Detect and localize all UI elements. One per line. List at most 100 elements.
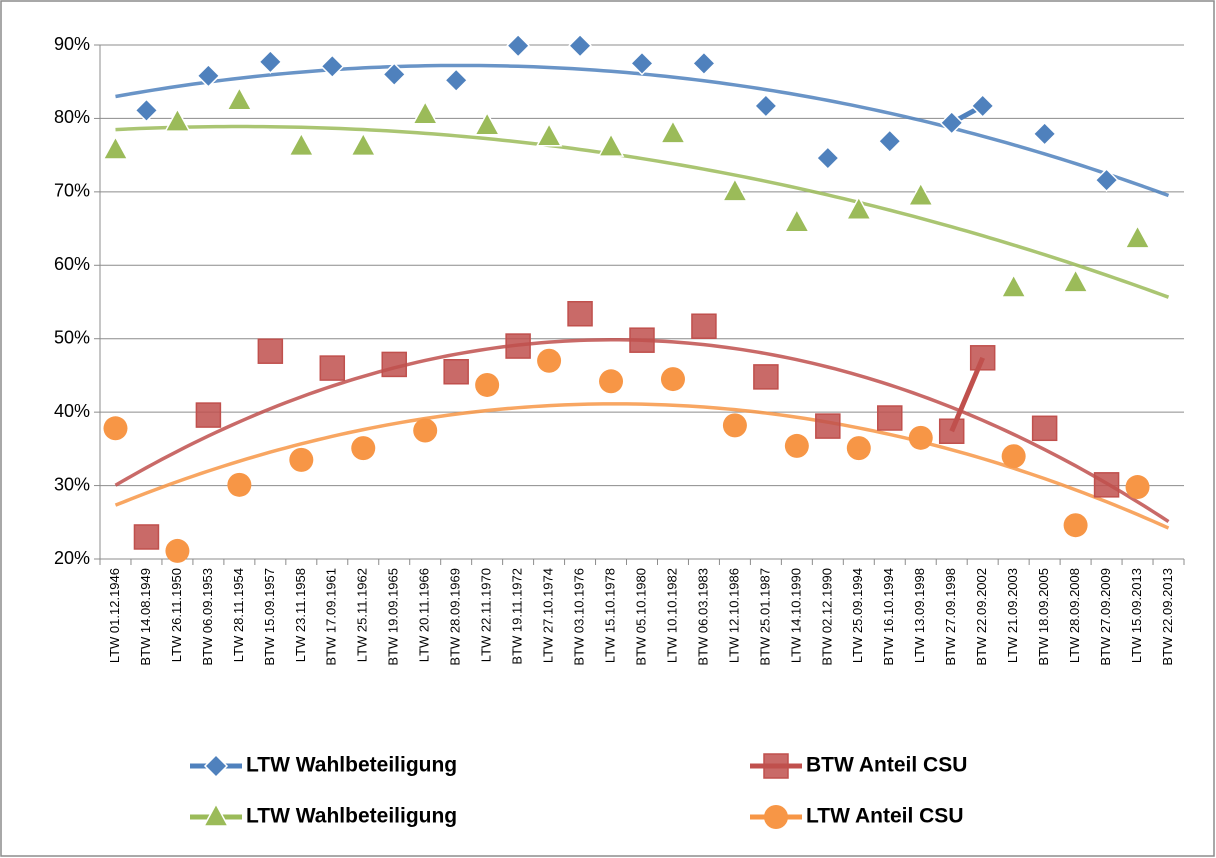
marker	[764, 805, 788, 829]
x-tick-label: BTW 02.12.1990	[819, 568, 834, 666]
marker	[783, 208, 811, 233]
x-tick-label: BTW 22.09.2013	[1160, 568, 1175, 666]
marker	[877, 129, 902, 154]
y-tick-label: 80%	[54, 107, 90, 127]
legend-label: LTW Wahlbeteiligung	[246, 754, 457, 777]
x-tick-label: BTW 14.08.1949	[138, 568, 153, 666]
marker	[845, 195, 873, 220]
legend-entry: LTW Wahlbeteiligung	[190, 802, 457, 828]
marker	[196, 63, 221, 88]
marker	[133, 524, 160, 550]
x-tick-label: BTW 19.09.1965	[386, 568, 401, 666]
marker	[443, 359, 469, 385]
marker	[1031, 415, 1058, 442]
x-tick-label: LTW 12.10.1986	[726, 568, 741, 663]
trendline	[115, 124, 1170, 299]
marker	[1062, 268, 1089, 293]
marker	[1001, 444, 1026, 469]
marker	[227, 472, 252, 497]
marker	[164, 107, 191, 132]
x-tick-label: BTW 06.03.1983	[695, 568, 710, 666]
marker	[195, 402, 222, 428]
x-tick-label: LTW 26.11.1950	[169, 568, 184, 662]
x-tick-label: LTW 28.11.1954	[231, 568, 246, 662]
marker	[1125, 475, 1150, 500]
marker	[475, 372, 500, 397]
marker	[1124, 224, 1151, 249]
x-tick-label: LTW 14.10.1990	[788, 568, 803, 663]
marker	[691, 51, 717, 76]
x-tick-label: BTW 03.10.1976	[571, 568, 586, 666]
marker	[257, 338, 284, 364]
marker	[721, 177, 749, 202]
marker	[351, 436, 376, 461]
y-tick-label: 40%	[54, 401, 90, 421]
x-tick-label: BTW 15.09.1957	[262, 568, 277, 666]
y-tick-label: 90%	[54, 34, 90, 54]
marker	[969, 345, 996, 371]
marker	[289, 447, 314, 472]
x-tick-label: BTW 22.09.2002	[974, 568, 989, 666]
marker	[319, 355, 346, 381]
series	[103, 348, 1150, 563]
marker	[165, 538, 190, 563]
x-tick-label: BTW 05.10.1980	[633, 568, 648, 666]
marker	[535, 122, 563, 147]
marker	[320, 54, 345, 79]
x-tick-label: LTW 15.09.2013	[1129, 568, 1144, 663]
marker	[203, 753, 229, 779]
x-tick-label: LTW 13.09.1998	[912, 568, 927, 663]
marker	[444, 68, 469, 93]
marker	[411, 100, 439, 125]
marker	[505, 333, 531, 359]
x-tick-label: BTW 28.09.1969	[448, 568, 463, 666]
marker	[1094, 168, 1119, 193]
marker	[506, 33, 531, 58]
x-tick-label: BTW 19.11.1972	[510, 568, 525, 665]
trendline	[114, 402, 1170, 530]
x-tick-label: LTW 20.11.1966	[417, 568, 432, 662]
x-tick-label: LTW 10.10.1982	[664, 568, 679, 663]
marker	[102, 135, 129, 160]
x-tick-label: BTW 06.09.1953	[200, 568, 215, 666]
marker	[1063, 513, 1088, 538]
marker	[567, 33, 593, 58]
x-tick-label: LTW 27.10.1974	[541, 568, 556, 663]
y-tick-label: 30%	[54, 474, 90, 494]
x-tick-label: LTW 23.11.1958	[293, 568, 308, 662]
marker	[537, 348, 562, 373]
marker	[907, 181, 935, 207]
legend-entry: LTW Wahlbeteiligung	[190, 753, 457, 779]
marker	[597, 132, 625, 157]
y-tick-label: 70%	[54, 181, 90, 201]
marker	[753, 364, 779, 390]
marker	[382, 62, 407, 87]
marker	[629, 327, 655, 353]
marker	[1093, 472, 1120, 498]
marker	[659, 119, 687, 144]
marker	[226, 86, 253, 111]
marker	[258, 49, 283, 74]
marker	[846, 436, 871, 461]
marker	[815, 146, 840, 171]
marker	[763, 753, 789, 779]
x-tick-label: LTW 25.09.1994	[850, 568, 865, 663]
x-tick-label: BTW 25.01.1987	[757, 568, 772, 666]
marker	[722, 413, 747, 438]
marker	[939, 110, 964, 135]
marker	[288, 131, 315, 157]
series	[133, 300, 1120, 550]
marker	[1000, 273, 1027, 298]
marker	[908, 425, 933, 450]
y-tick-label: 20%	[54, 548, 90, 568]
x-tick-label: LTW 28.09.2008	[1067, 568, 1082, 663]
marker	[938, 418, 965, 444]
marker	[753, 93, 778, 119]
x-tick-label: LTW 01.12.1946	[107, 568, 122, 663]
x-tick-label: BTW 27.09.2009	[1098, 568, 1113, 666]
marker	[970, 93, 995, 119]
marker	[381, 351, 407, 378]
y-tick-label: 50%	[54, 327, 90, 347]
legend-label: BTW Anteil CSU	[806, 754, 967, 777]
